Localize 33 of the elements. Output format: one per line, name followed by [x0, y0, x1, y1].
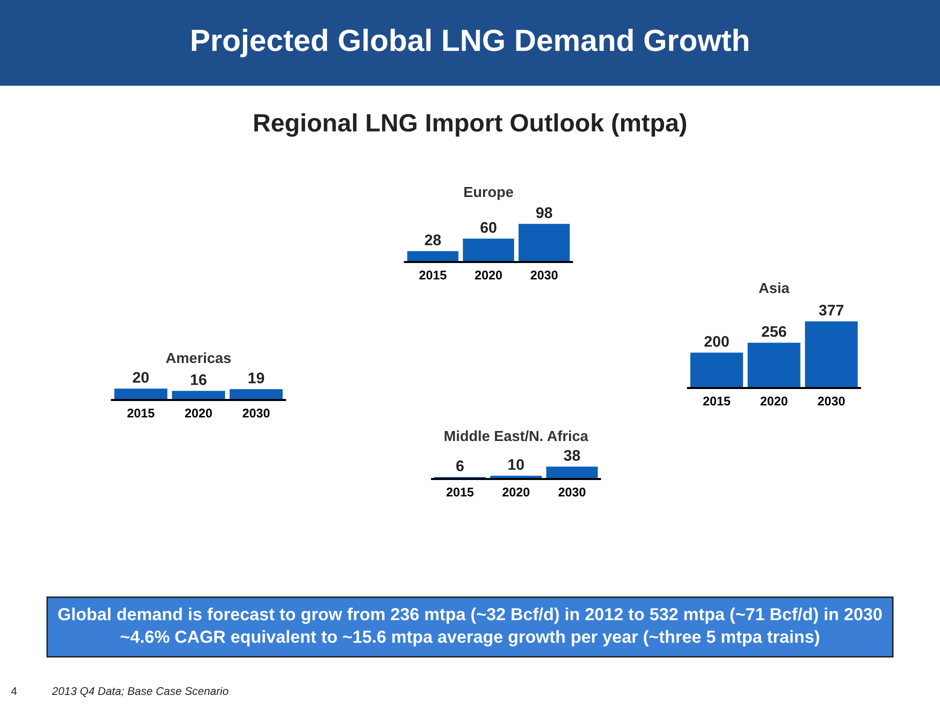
- chart-title: Americas: [166, 352, 231, 364]
- data-label: 6: [456, 460, 464, 472]
- x-tick-label: 2030: [818, 396, 845, 406]
- text: 2013 Q4 Data; Base Case Scenario: [52, 686, 228, 697]
- chart-title: Europe: [464, 186, 514, 200]
- data-label: 38: [564, 450, 580, 461]
- x-tick-label: 2020: [502, 488, 530, 497]
- x-tick-label: 2020: [185, 408, 212, 418]
- data-label: 19: [248, 372, 264, 384]
- data-label: 10: [508, 459, 524, 470]
- x-tick-label: 2020: [760, 396, 788, 406]
- data-label: 28: [424, 234, 441, 246]
- x-tick-label: 2030: [530, 270, 558, 280]
- data-label: 377: [818, 304, 844, 316]
- data-label: 20: [132, 372, 149, 383]
- text: Regional LNG Import Outlook (mtpa): [254, 113, 686, 137]
- x-tick-label: 2015: [446, 488, 474, 497]
- x-tick-label: 2030: [558, 488, 586, 497]
- text: Global demand is forecast to grow from 236 mtpa (~32 Bcf/d) in 2012 to 532 mtpa (~71 Bcf/d) in 2030 ~4.6% CAGR equivalent to ~15.6 mtpa average growth per year (~three 5 mtpa trains): [58, 608, 882, 646]
- data-label: 98: [536, 207, 552, 218]
- x-tick-label: 2015: [419, 270, 446, 280]
- x-tick-label: 2030: [242, 408, 270, 418]
- data-label: 16: [190, 374, 206, 386]
- x-tick-label: 2020: [475, 270, 502, 280]
- text: 4: [11, 687, 17, 695]
- chart-title: Middle East/N. Africa: [444, 430, 588, 442]
- chart-title: Asia: [758, 282, 790, 294]
- x-tick-label: 2015: [127, 408, 154, 418]
- data-label: 60: [480, 222, 496, 233]
- x-tick-label: 2015: [703, 396, 730, 406]
- text: Projected Global LNG Demand Growth: [192, 28, 748, 58]
- data-label: 256: [762, 326, 786, 337]
- data-label: 200: [704, 336, 729, 347]
